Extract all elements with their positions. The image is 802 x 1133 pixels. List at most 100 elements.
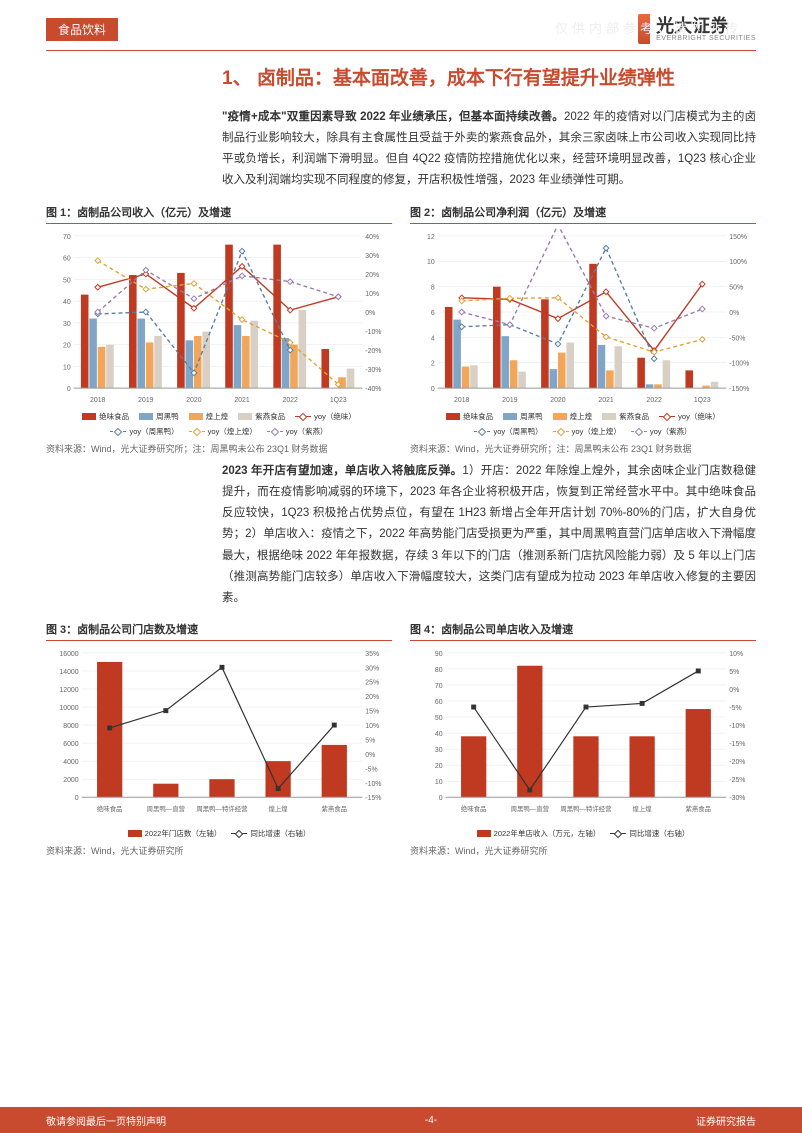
svg-text:30: 30 [63,320,71,327]
svg-text:煌上煌: 煌上煌 [632,804,652,813]
svg-text:70: 70 [435,683,443,690]
figure-row-2: 图 3：卤制品公司门店数及增速 020004000600080001000012… [46,621,756,857]
svg-text:0%: 0% [729,687,739,694]
svg-text:紫燕食品: 紫燕食品 [321,804,347,813]
svg-text:20%: 20% [365,695,379,702]
fig1-source: 资料来源：Wind，光大证券研究所；注：周黑鸭未公布 23Q1 财务数据 [46,442,392,455]
svg-text:10%: 10% [729,651,743,658]
svg-text:0%: 0% [729,310,739,317]
svg-text:紫燕食品: 紫燕食品 [685,804,711,813]
para1-lead: "疫情+成本"双重因素导致 2022 年业绩承压，但基本面持续改善。 [222,111,564,123]
page-footer: 敬请参阅最后一页特别声明 -4- 证券研究报告 [0,1107,802,1133]
svg-text:2021: 2021 [598,397,614,404]
svg-text:10: 10 [427,259,435,266]
fig1-chart: 010203040506070-40%-30%-20%-10%0%10%20%3… [46,228,392,406]
legend-item: yoy（煌上煌） [189,426,257,437]
svg-text:-15%: -15% [365,796,381,803]
svg-text:30%: 30% [365,666,379,673]
svg-text:10: 10 [63,364,71,371]
fig2-source: 资料来源：Wind，光大证券研究所；注：周黑鸭未公布 23Q1 财务数据 [410,442,756,455]
legend-item: 煌上煌 [553,411,593,422]
svg-text:2021: 2021 [234,397,250,404]
svg-text:1Q23: 1Q23 [330,397,347,404]
legend-item: yoy（绝味） [659,411,720,422]
footer-right: 证券研究报告 [696,1113,756,1128]
svg-text:40: 40 [63,299,71,306]
fig2-title: 图 2：卤制品公司净利润（亿元）及增速 [410,204,756,224]
legend-item: 紫燕食品 [602,411,649,422]
svg-text:20: 20 [63,342,71,349]
footer-page: -4- [425,1115,437,1126]
svg-text:2000: 2000 [63,778,79,785]
svg-text:4: 4 [431,335,435,342]
svg-text:-25%: -25% [729,778,745,785]
svg-text:-40%: -40% [365,386,381,393]
svg-text:6000: 6000 [63,741,79,748]
legend-item: 同比增速（右轴） [231,828,310,839]
svg-text:2022: 2022 [646,397,662,404]
svg-text:60: 60 [435,699,443,706]
fig3-chart: 0200040006000800010000120001400016000-15… [46,645,392,823]
fig4-source: 资料来源：Wind，光大证券研究所 [410,844,756,857]
svg-text:50: 50 [435,715,443,722]
svg-text:35%: 35% [365,651,379,658]
svg-text:5%: 5% [365,738,375,745]
figure-3: 图 3：卤制品公司门店数及增速 020004000600080001000012… [46,621,392,857]
svg-text:40: 40 [435,731,443,738]
svg-text:-20%: -20% [729,760,745,767]
svg-text:-150%: -150% [729,386,749,393]
svg-text:-30%: -30% [365,367,381,374]
legend-item: yoy（周黑鸭） [474,426,542,437]
svg-text:10%: 10% [365,723,379,730]
svg-text:周黑鸭—直营: 周黑鸭—直营 [147,804,186,813]
svg-text:0%: 0% [365,310,375,317]
legend-item: yoy（紫燕） [631,426,692,437]
svg-text:0: 0 [67,386,71,393]
svg-text:10%: 10% [365,291,379,298]
svg-text:2018: 2018 [454,397,470,404]
svg-text:80: 80 [435,667,443,674]
svg-text:-10%: -10% [365,781,381,788]
svg-text:-10%: -10% [365,329,381,336]
svg-text:150%: 150% [729,233,747,240]
svg-text:10000: 10000 [59,705,78,712]
legend-item: 紫燕食品 [238,411,285,422]
svg-text:15%: 15% [365,709,379,716]
legend-item: yoy（紫燕） [267,426,328,437]
para2-body: 1）开店：2022 年除煌上煌外，其余卤味企业门店数稳健提升，而在疫情影响减弱的… [222,465,756,605]
svg-text:14000: 14000 [59,669,78,676]
fig4-chart: 0102030405060708090-30%-25%-20%-15%-10%-… [410,645,756,823]
legend-item: 煌上煌 [189,411,229,422]
watermark: 仅供内部参考，请勿外传 [555,18,742,37]
fig4-legend: 2022年单店收入（万元，左轴）同比增速（右轴） [410,826,756,841]
svg-text:4000: 4000 [63,760,79,767]
svg-text:25%: 25% [365,680,379,687]
svg-text:2022: 2022 [282,397,298,404]
section-heading: 1、 卤制品：基本面改善，成本下行有望提升业绩弹性 [222,65,756,93]
fig1-title: 图 1：卤制品公司收入（亿元）及增速 [46,204,392,224]
svg-text:6: 6 [431,310,435,317]
svg-text:16000: 16000 [59,651,78,658]
legend-item: 周黑鸭 [139,411,179,422]
svg-text:20: 20 [435,764,443,771]
svg-text:-50%: -50% [729,335,745,342]
legend-item: 同比增速（右轴） [610,828,689,839]
svg-text:煌上煌: 煌上煌 [268,804,288,813]
fig2-chart: 024681012-150%-100%-50%0%50%100%150%2018… [410,228,756,406]
svg-text:2019: 2019 [138,397,154,404]
legend-item: 2022年门店数（左轴） [128,828,222,839]
svg-text:20%: 20% [365,272,379,279]
fig2-legend: 绝味食品周黑鸭煌上煌紫燕食品yoy（绝味）yoy（周黑鸭）yoy（煌上煌）yoy… [410,409,756,439]
svg-text:1Q23: 1Q23 [694,397,711,404]
svg-text:10: 10 [435,780,443,787]
legend-item: 周黑鸭 [503,411,543,422]
svg-text:70: 70 [63,233,71,240]
svg-text:12: 12 [427,233,435,240]
svg-text:绝味食品: 绝味食品 [97,804,123,813]
category-tag: 食品饮料 [46,18,118,41]
svg-text:-20%: -20% [365,348,381,355]
svg-text:5%: 5% [729,669,739,676]
svg-text:60: 60 [63,255,71,262]
legend-item: yoy（绝味） [295,411,356,422]
svg-text:50: 50 [63,277,71,284]
